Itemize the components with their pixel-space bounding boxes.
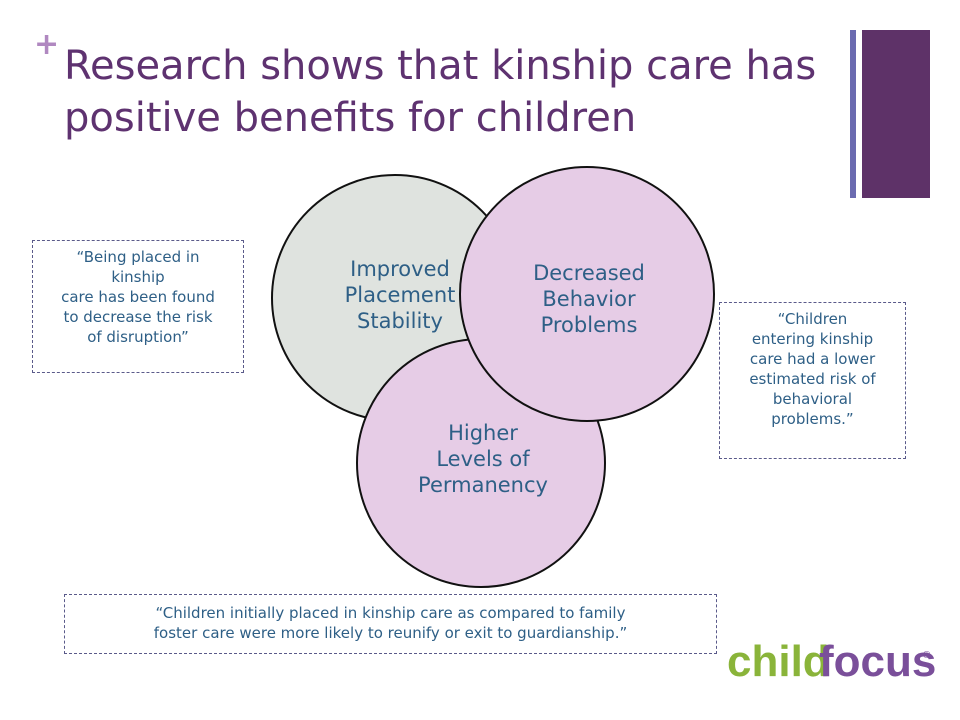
circle-label-behavior: Decreased Behavior Problems (533, 261, 645, 337)
slide-title: Research shows that kinship care has pos… (64, 43, 817, 141)
circle-behavior-problems: Decreased Behavior Problems (459, 166, 715, 422)
quote-box-right: “Children entering kinship care had a lo… (719, 302, 906, 459)
quote-box-left: “Being placed in kinship care has been f… (32, 240, 244, 373)
accent-bar-thin (850, 30, 856, 198)
accent-bar-thick (862, 30, 930, 198)
logo-text-focus: focus (819, 637, 936, 686)
logo-text-child: child (727, 637, 830, 686)
circle-label-permanency: Higher Levels of Permanency (418, 421, 548, 497)
logo-registered-mark: ® (923, 650, 931, 661)
title-bullet: + (34, 27, 60, 62)
childfocus-logo: child focus ® (727, 637, 936, 686)
quote-box-bottom: “Children initially placed in kinship ca… (64, 594, 717, 654)
circle-label-stability: Improved Placement Stability (344, 257, 456, 333)
